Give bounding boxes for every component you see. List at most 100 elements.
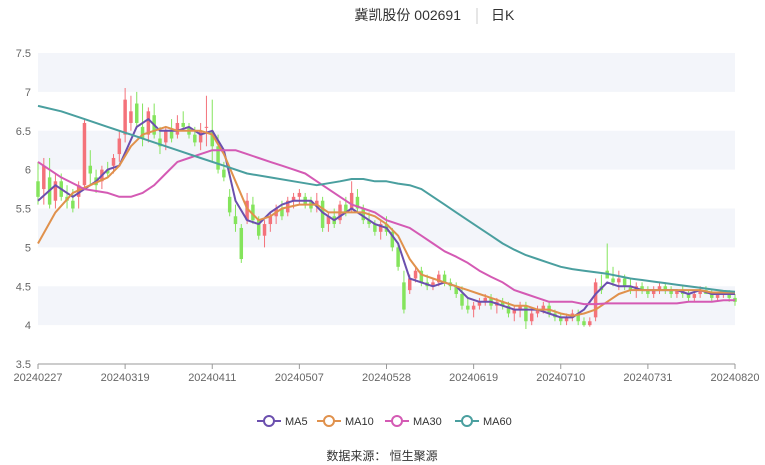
candle-body bbox=[367, 220, 371, 225]
candle-body bbox=[256, 220, 261, 236]
candle-body bbox=[640, 286, 644, 291]
x-tick-label: 20240820 bbox=[711, 372, 760, 384]
chart-title: 冀凯股份 002691 日K bbox=[354, 7, 515, 24]
candle-body bbox=[715, 294, 720, 298]
y-tick-label: 6 bbox=[25, 165, 31, 177]
candle-body bbox=[692, 294, 697, 298]
candle-body bbox=[431, 282, 435, 287]
legend-label-ma30: MA30 bbox=[413, 416, 442, 428]
candle-body bbox=[500, 301, 505, 306]
candle-body bbox=[535, 309, 540, 314]
x-tick-label: 20240710 bbox=[536, 372, 585, 384]
candle-body bbox=[593, 282, 598, 318]
candle-body bbox=[198, 130, 203, 143]
chart-title-name: 冀凯股份 002691 bbox=[354, 7, 461, 23]
candle-body bbox=[349, 192, 354, 209]
candle-body bbox=[42, 165, 46, 190]
candle-body bbox=[111, 157, 116, 166]
candle-body bbox=[378, 224, 383, 232]
candle-body bbox=[407, 278, 412, 291]
candle-body bbox=[193, 134, 197, 143]
candle-body bbox=[117, 138, 122, 155]
candle-body bbox=[442, 274, 447, 283]
y-tick-label: 6.5 bbox=[16, 126, 31, 138]
candle-body bbox=[239, 227, 244, 260]
candle-body bbox=[251, 204, 255, 221]
x-axis: 20240227 20240319 20240411 20240507 20240528… bbox=[14, 363, 760, 384]
chart-title-period: 日K bbox=[491, 7, 515, 23]
grid-band bbox=[38, 53, 735, 92]
candle-body bbox=[611, 278, 615, 283]
candle-body bbox=[413, 270, 418, 279]
candle-body bbox=[373, 224, 377, 232]
legend-label-ma60: MA60 bbox=[483, 416, 512, 428]
candle-body bbox=[71, 200, 75, 209]
candle-body bbox=[164, 130, 168, 143]
candle-body bbox=[477, 301, 482, 306]
candle-body bbox=[88, 165, 93, 174]
candle-body bbox=[419, 270, 424, 283]
candle-body bbox=[140, 126, 145, 139]
candle-body bbox=[646, 290, 650, 295]
line-ma10 bbox=[37, 125, 735, 317]
candle-body bbox=[686, 294, 691, 298]
legend-label-ma5: MA5 bbox=[285, 416, 308, 428]
line-ma60 bbox=[37, 104, 736, 293]
data-source: 数据来源： 恒生聚源 bbox=[326, 448, 437, 463]
line-ma30 bbox=[37, 149, 735, 306]
candle-body bbox=[169, 130, 174, 139]
candle-body bbox=[529, 313, 534, 322]
candle-body bbox=[617, 278, 621, 283]
legend-marker-ma60 bbox=[461, 415, 473, 427]
x-tick-label: 20240731 bbox=[623, 372, 672, 384]
candle-body bbox=[291, 196, 296, 201]
candle-body bbox=[396, 247, 400, 267]
legend-marker-ma5 bbox=[263, 415, 275, 427]
candle-body bbox=[518, 305, 522, 310]
candle-body bbox=[622, 278, 627, 287]
y-tick-label: 7.5 bbox=[16, 48, 31, 60]
y-tick-label: 5.5 bbox=[16, 204, 31, 216]
candle-body bbox=[105, 169, 110, 174]
candle-body bbox=[710, 294, 714, 298]
candle-body bbox=[541, 305, 546, 310]
candle-body bbox=[36, 181, 40, 197]
legend-marker-ma10 bbox=[323, 415, 335, 427]
y-tick-label: 3.5 bbox=[16, 359, 31, 371]
candle-body bbox=[628, 286, 633, 291]
y-tick-label: 4.5 bbox=[16, 281, 31, 293]
x-tick-label: 20240227 bbox=[14, 372, 63, 384]
candle-body bbox=[460, 294, 464, 306]
moving-average-lines bbox=[37, 104, 736, 319]
x-tick-label: 20240411 bbox=[188, 372, 236, 384]
candle-body bbox=[53, 181, 58, 201]
candle-body bbox=[454, 286, 458, 295]
candle-body bbox=[588, 321, 592, 326]
candle-body bbox=[320, 200, 325, 228]
candle-body bbox=[262, 224, 267, 236]
candle-body bbox=[134, 103, 139, 123]
candle-body bbox=[233, 216, 238, 225]
candle-body bbox=[466, 305, 470, 310]
y-tick-label: 7 bbox=[25, 87, 31, 99]
candle-body bbox=[559, 317, 563, 322]
candle-body bbox=[564, 317, 569, 322]
candle-body bbox=[402, 282, 406, 310]
candle-body bbox=[698, 290, 702, 295]
line-ma5 bbox=[37, 118, 735, 319]
candle-body bbox=[437, 274, 441, 283]
candle-body bbox=[123, 99, 127, 135]
candle-body bbox=[483, 297, 487, 302]
candle-body bbox=[361, 208, 366, 221]
candle-body bbox=[355, 196, 360, 209]
candle-body bbox=[390, 231, 395, 248]
candle-body bbox=[657, 286, 662, 291]
candle-body bbox=[222, 169, 226, 178]
y-tick-label: 4 bbox=[25, 320, 31, 332]
legend-marker-ma30 bbox=[391, 415, 403, 427]
grid-band bbox=[38, 286, 735, 326]
x-tick-label: 20240507 bbox=[275, 372, 324, 384]
candle-body bbox=[245, 200, 249, 221]
candle-body bbox=[297, 192, 302, 197]
